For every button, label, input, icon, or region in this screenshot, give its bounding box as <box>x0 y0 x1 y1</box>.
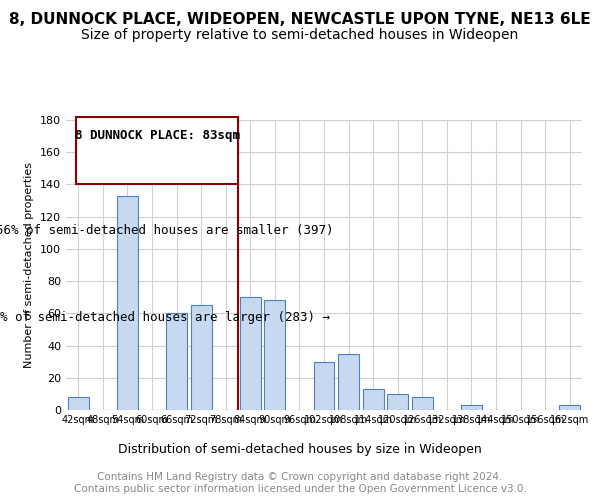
Bar <box>461 405 482 410</box>
Text: ← 56% of semi-detached houses are smaller (397): ← 56% of semi-detached houses are smalle… <box>0 224 334 237</box>
Bar <box>412 397 433 410</box>
Text: 8 DUNNOCK PLACE: 83sqm: 8 DUNNOCK PLACE: 83sqm <box>74 128 239 141</box>
Bar <box>338 354 359 410</box>
Text: Distribution of semi-detached houses by size in Wideopen: Distribution of semi-detached houses by … <box>118 442 482 456</box>
Text: 8, DUNNOCK PLACE, WIDEOPEN, NEWCASTLE UPON TYNE, NE13 6LE: 8, DUNNOCK PLACE, WIDEOPEN, NEWCASTLE UP… <box>9 12 591 28</box>
Bar <box>240 297 261 410</box>
Y-axis label: Number of semi-detached properties: Number of semi-detached properties <box>25 162 34 368</box>
Text: Size of property relative to semi-detached houses in Wideopen: Size of property relative to semi-detach… <box>82 28 518 42</box>
Bar <box>559 405 580 410</box>
Bar <box>166 314 187 410</box>
Text: 40% of semi-detached houses are larger (283) →: 40% of semi-detached houses are larger (… <box>0 312 329 324</box>
Bar <box>362 389 383 410</box>
Bar <box>191 306 212 410</box>
FancyBboxPatch shape <box>76 117 238 184</box>
Bar <box>68 397 89 410</box>
Text: Contains HM Land Registry data © Crown copyright and database right 2024.
Contai: Contains HM Land Registry data © Crown c… <box>74 472 526 494</box>
Bar <box>314 362 334 410</box>
Bar <box>117 196 138 410</box>
Bar <box>265 300 286 410</box>
Bar <box>387 394 408 410</box>
